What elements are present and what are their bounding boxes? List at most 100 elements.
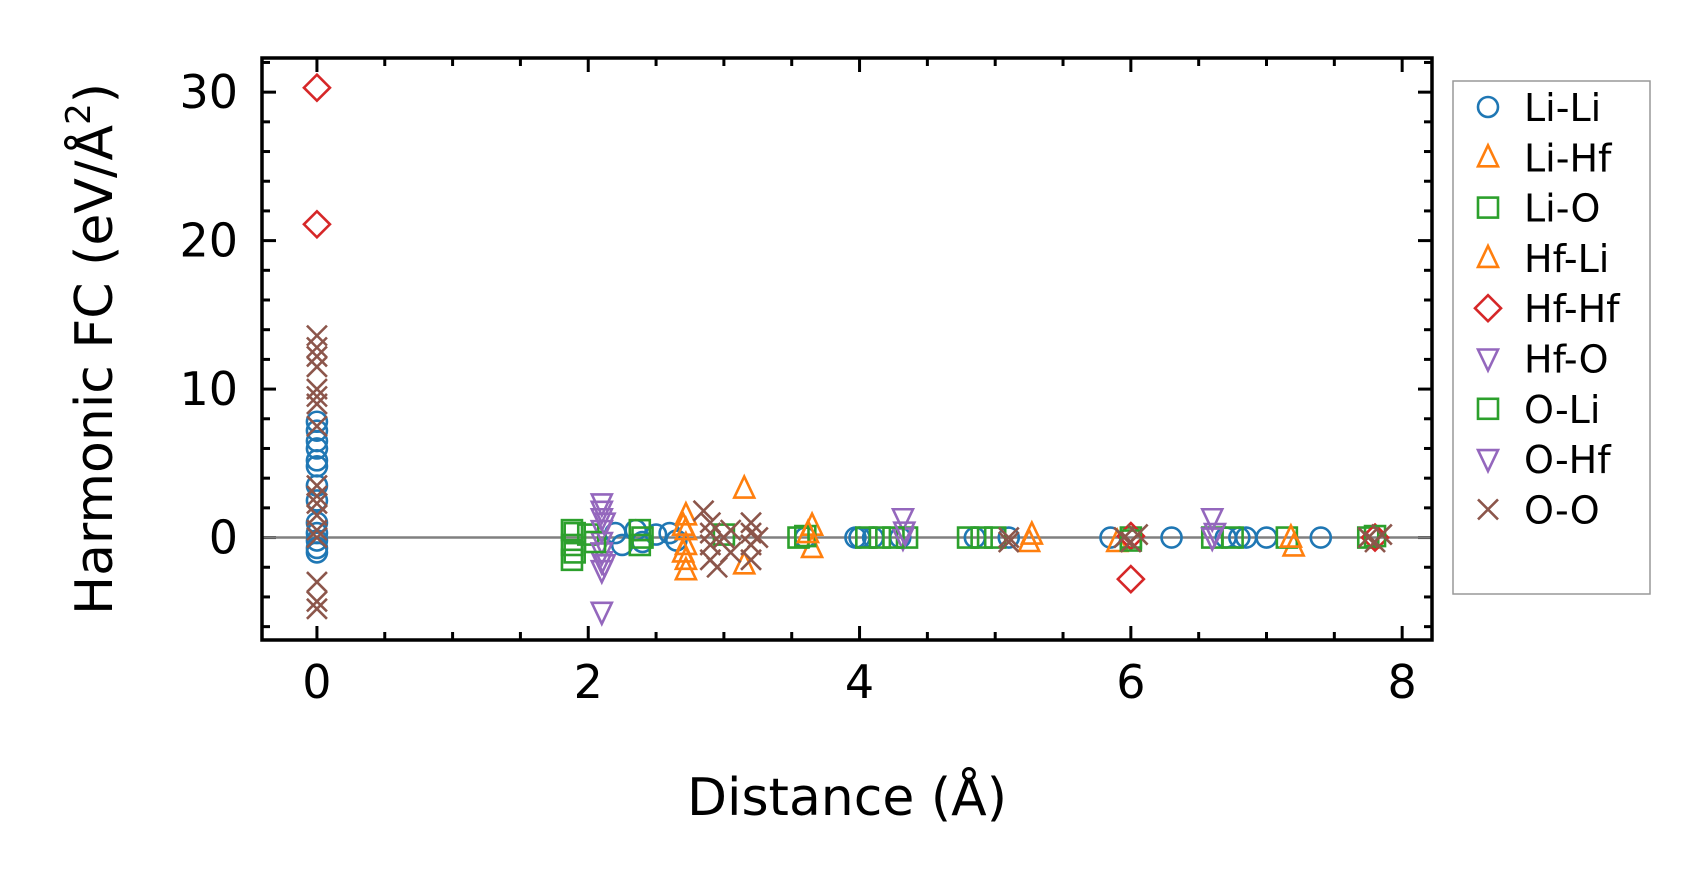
legend-marker-o-hf <box>1475 448 1501 475</box>
point-o-o <box>1113 526 1135 549</box>
point-o-o <box>740 548 762 571</box>
point-li-hf <box>673 555 698 581</box>
point-li-li <box>305 449 329 472</box>
point-hf-li <box>1019 519 1044 545</box>
point-o-o <box>306 519 328 542</box>
x-tick-label: 4 <box>845 655 874 709</box>
point-li-hf <box>673 500 698 526</box>
x-axis-label: Distance (Å) <box>687 766 1007 828</box>
point-o-o <box>740 522 762 545</box>
point-hf-o <box>589 493 614 519</box>
point-hf-hf <box>302 209 332 240</box>
legend-marker-hf-o <box>1475 348 1501 374</box>
point-o-hf <box>592 512 617 538</box>
point-o-o <box>306 385 328 408</box>
point-o-o <box>699 522 722 545</box>
x-tick-label: 2 <box>574 655 603 709</box>
point-o-li <box>583 530 607 554</box>
point-li-li <box>1309 526 1333 549</box>
legend-label-hf-li: Hf-Li <box>1524 237 1609 281</box>
y-tick-label: 30 <box>179 65 238 119</box>
y-tick-label: 0 <box>209 511 238 565</box>
point-hf-li <box>671 537 696 563</box>
legend: Li-Li Li-Hf Li-O Hf-Li Hf-Hf Hf-O O-Li O-Hf O-O <box>1452 80 1651 595</box>
point-hf-o <box>589 500 614 526</box>
y-tick-label: 20 <box>179 214 238 268</box>
legend-label-li-o: Li-O <box>1524 187 1600 231</box>
legend-marker-li-hf <box>1475 142 1501 168</box>
legend-label-hf-hf: Hf-Hf <box>1524 287 1621 331</box>
point-li-o <box>855 526 878 549</box>
x-tick-label: 8 <box>1388 655 1417 709</box>
point-o-o <box>719 541 742 564</box>
point-li-li <box>997 526 1021 549</box>
plot-frame <box>260 56 1434 642</box>
legend-marker-li-li <box>1476 95 1500 119</box>
y-tick-label: 10 <box>179 362 238 416</box>
point-li-li <box>305 437 329 460</box>
point-li-o <box>868 526 892 549</box>
point-li-o <box>1221 526 1244 549</box>
point-li-li <box>305 511 329 535</box>
point-hf-o <box>1200 507 1225 534</box>
point-li-o <box>560 518 584 542</box>
point-li-o <box>628 518 652 542</box>
point-hf-o <box>589 601 614 627</box>
point-o-o <box>306 336 328 359</box>
point-li-li <box>1160 526 1183 549</box>
point-o-o <box>997 526 1020 549</box>
legend-label-o-li: O-Li <box>1524 388 1600 432</box>
point-o-o <box>306 324 328 347</box>
point-li-li <box>305 489 329 512</box>
point-li-o <box>628 533 652 557</box>
legend-label-o-hf: O-Hf <box>1524 438 1612 482</box>
point-o-li <box>631 526 654 549</box>
point-o-o <box>306 597 328 620</box>
point-o-o <box>1370 523 1393 546</box>
point-o-o <box>306 345 328 368</box>
point-hf-li <box>1278 522 1303 548</box>
y-axis-label-main: Harmonic FC (eV/Å <box>63 124 125 615</box>
point-hf-o <box>589 542 614 568</box>
point-o-hf <box>892 521 917 547</box>
point-o-o <box>306 485 328 507</box>
point-li-o <box>560 548 584 572</box>
point-o-hf <box>592 553 617 580</box>
tick-labels: 0 2 4 6 8 0 10 20 30 <box>179 65 1416 709</box>
legend-label-li-hf: Li-Hf <box>1524 136 1613 180</box>
point-o-o <box>997 531 1020 553</box>
point-o-o <box>306 393 328 415</box>
point-li-hf <box>732 473 757 499</box>
legend-label-hf-o: Hf-O <box>1524 338 1609 382</box>
point-li-li <box>305 419 329 442</box>
legend-marker-hf-hf <box>1473 293 1503 324</box>
y-axis-label: Harmonic FC (eV/Å2) <box>59 83 125 615</box>
point-o-hf <box>1202 522 1228 549</box>
point-o-o <box>692 499 715 522</box>
point-li-o <box>787 526 810 549</box>
point-li-hf <box>1281 531 1306 557</box>
point-hf-hf <box>302 72 332 103</box>
point-li-li <box>305 541 329 564</box>
y-axis-label-superscript: 2 <box>59 103 99 125</box>
point-li-o <box>970 526 993 549</box>
point-o-o <box>306 571 328 594</box>
point-o-o <box>1357 526 1380 549</box>
legend-marker-o-li <box>1476 397 1500 421</box>
legend-label-li-li: Li-Li <box>1524 86 1601 130</box>
x-tick-label: 0 <box>302 655 331 709</box>
point-hf-li <box>795 518 821 544</box>
data-points <box>302 72 1393 627</box>
point-o-o <box>306 590 328 613</box>
legend-label-o-o: O-O <box>1524 488 1600 532</box>
point-o-o <box>1126 523 1149 546</box>
point-o-o <box>746 526 769 549</box>
axis-ticks <box>262 58 1432 640</box>
point-o-o <box>306 415 328 438</box>
point-o-o <box>719 519 742 542</box>
point-hf-hf <box>1116 564 1146 594</box>
point-o-li <box>882 526 905 549</box>
point-hf-o <box>890 507 916 534</box>
point-li-o <box>956 526 980 549</box>
